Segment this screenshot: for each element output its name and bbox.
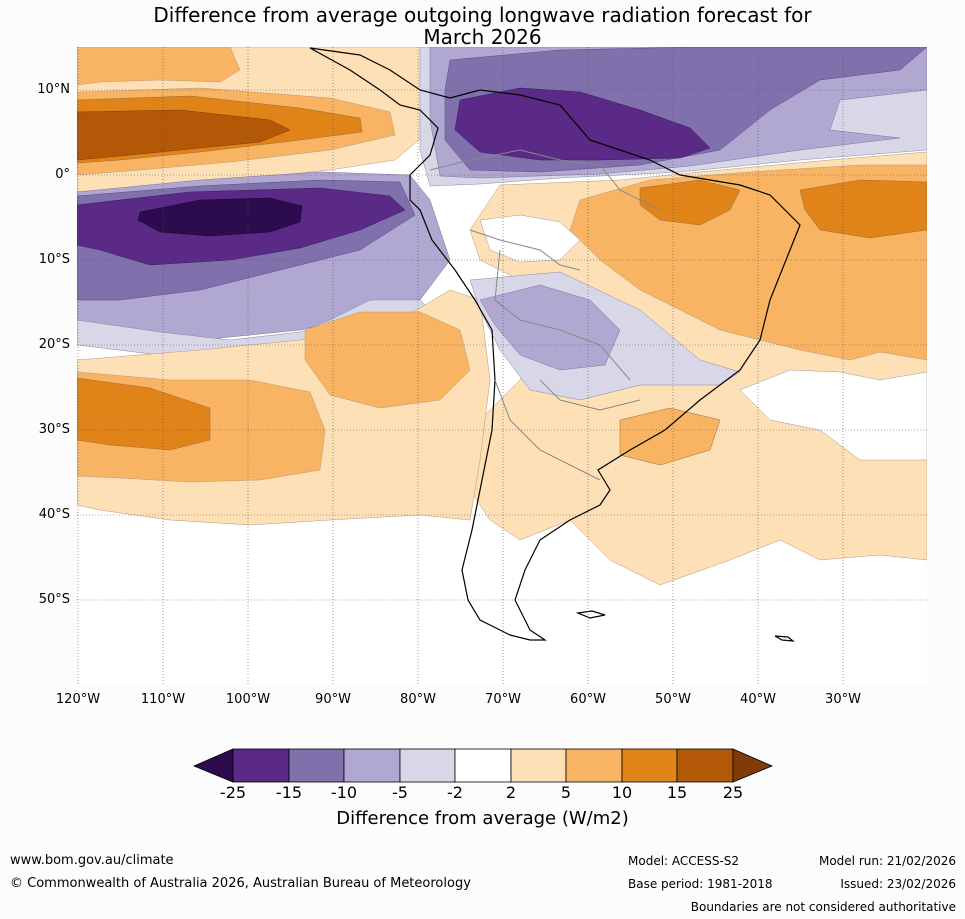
colorbar-swatch: [399, 748, 456, 783]
anomaly-region: [137, 197, 303, 237]
lon-label: 120°W: [55, 692, 101, 707]
website-link[interactable]: www.bom.gov.au/climate: [10, 853, 174, 868]
colorbar-max-arrow: [732, 748, 774, 783]
coastline-south-america: [309, 47, 801, 641]
south-georgia: [774, 635, 795, 642]
colorbar-swatch: [232, 748, 290, 783]
falkland-islands: [575, 610, 606, 619]
map-title: Difference from average outgoing longwav…: [0, 4, 965, 48]
colorbar-tick: -5: [392, 783, 408, 802]
colorbar: [192, 748, 774, 783]
lat-label: 40°S: [38, 507, 70, 522]
anomaly-region: [639, 179, 741, 226]
colorbar-label: Difference from average (W/m2): [336, 808, 629, 829]
lon-label: 30°W: [825, 692, 861, 707]
anomaly-region: [77, 109, 291, 161]
colorbar-tick: -15: [275, 783, 303, 802]
lat-label: 0°: [55, 167, 70, 182]
disclaimer-text: Boundaries are not considered authoritat…: [690, 900, 956, 914]
colorbar-tick: 2: [505, 783, 517, 802]
lon-label: 90°W: [315, 692, 351, 707]
anomaly-region: [77, 47, 241, 86]
lon-label: 70°W: [485, 692, 521, 707]
anomaly-region: [77, 377, 211, 451]
copyright-text: © Commonwealth of Australia 2026, Austra…: [10, 876, 471, 891]
base-period-text: Base period: 1981-2018: [628, 877, 773, 891]
colorbar-tick: 25: [722, 783, 744, 802]
colorbar-tick: -25: [219, 783, 247, 802]
lon-label: 100°W: [225, 692, 271, 707]
country-borders: [429, 149, 661, 481]
lon-label: 60°W: [570, 692, 606, 707]
lat-label: 30°S: [38, 422, 70, 437]
anomaly-region: [799, 179, 927, 239]
issued-text: Issued: 23/02/2026: [840, 877, 956, 891]
colorbar-tick: -10: [330, 783, 358, 802]
model-run-text: Model run: 21/02/2026: [818, 854, 956, 868]
colorbar-tick: 10: [611, 783, 633, 802]
lat-label: 50°S: [38, 592, 70, 607]
colorbar-swatch: [510, 748, 567, 783]
colorbar-min-arrow: [192, 748, 234, 783]
lat-label: 20°S: [38, 337, 70, 352]
lon-label: 40°W: [740, 692, 776, 707]
colorbar-tick: 15: [666, 783, 688, 802]
colorbar-swatch: [676, 748, 734, 783]
anomaly-region: [304, 311, 471, 409]
colorbar-swatch: [288, 748, 345, 783]
anomaly-region: [739, 369, 927, 461]
anomaly-region: [479, 214, 581, 263]
model-text: Model: ACCESS-S2: [628, 854, 740, 868]
lon-label: 110°W: [140, 692, 186, 707]
colorbar-swatch: [343, 748, 401, 783]
lon-label: 50°W: [655, 692, 691, 707]
colorbar-tick: -2: [447, 783, 463, 802]
anomaly-region: [454, 87, 711, 161]
title-line-1: Difference from average outgoing longwav…: [153, 3, 812, 27]
colorbar-swatch: [454, 748, 512, 783]
colorbar-swatch: [621, 748, 678, 783]
anomaly-region: [619, 407, 721, 466]
lon-label: 80°W: [400, 692, 436, 707]
colorbar-swatch: [565, 748, 623, 783]
lat-label: 10°S: [38, 252, 70, 267]
title-line-2: March 2026: [423, 25, 542, 49]
lat-label: 10°N: [37, 82, 70, 97]
gridlines: [77, 47, 927, 684]
colorbar-tick: 5: [560, 783, 572, 802]
